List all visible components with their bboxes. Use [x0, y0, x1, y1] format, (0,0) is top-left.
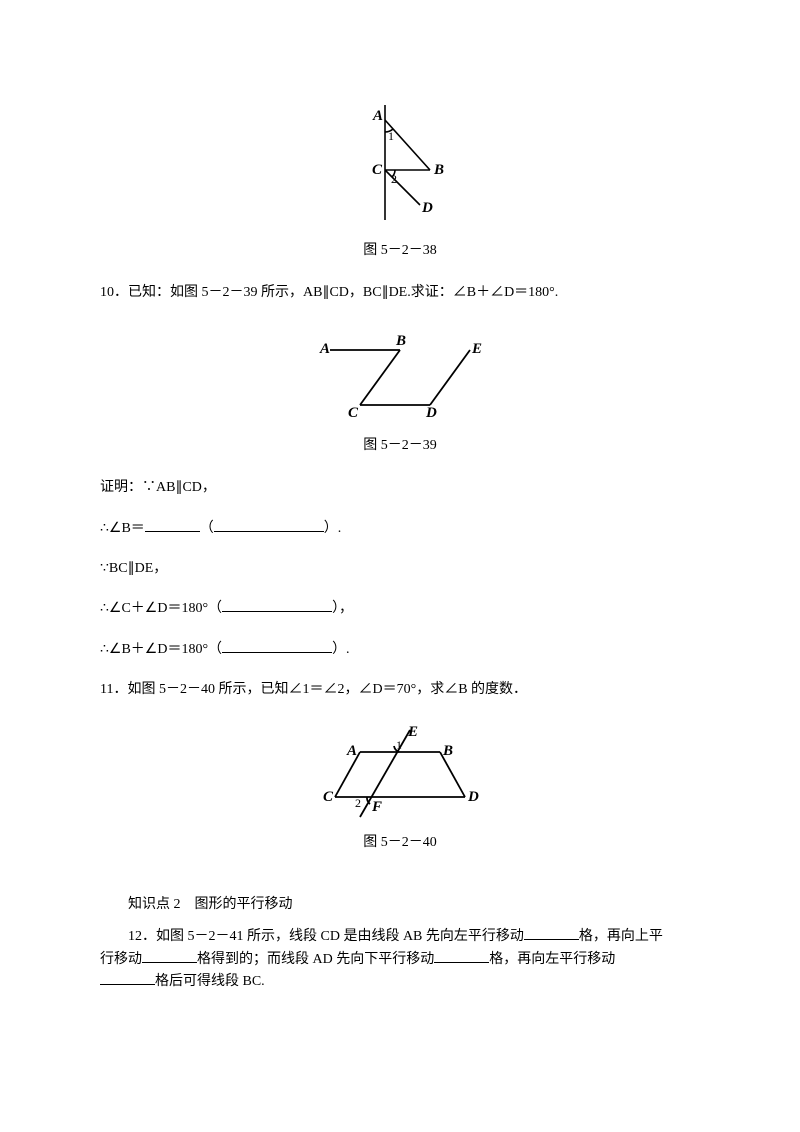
label-a: A — [346, 743, 357, 759]
figure-40-caption: 图 5－2－40 — [100, 832, 700, 854]
figure-38-svg: A B C D 1 2 — [330, 100, 470, 230]
proof-l2c: ）. — [324, 521, 342, 536]
page: A B C D 1 2 图 5－2－38 10．已知：如图 5－2－39 所示，… — [0, 0, 800, 1071]
label-e: E — [407, 724, 418, 740]
label-2: 2 — [391, 172, 397, 186]
label-b: B — [395, 333, 406, 349]
figure-39-svg: A B C D E — [290, 325, 510, 425]
proof-line-5: ∴∠B＋∠D＝180°（ ）. — [100, 639, 700, 661]
label-b: B — [442, 743, 453, 759]
figure-39-caption: 图 5－2－39 — [100, 435, 700, 457]
q12-p6: 格后可得线段 BC. — [155, 974, 265, 989]
proof-l4b: ）， — [332, 601, 353, 616]
blank — [214, 518, 324, 532]
proof-l2a: ∴∠B＝ — [100, 521, 145, 536]
blank — [524, 926, 579, 940]
label-d: D — [421, 200, 433, 216]
proof-l5a: ∴∠B＋∠D＝180°（ — [100, 642, 222, 657]
figure-40-svg: A B C D E F 1 2 — [300, 722, 500, 822]
label-1: 1 — [388, 129, 394, 143]
blank — [434, 949, 489, 963]
blank — [142, 949, 197, 963]
figure-38-caption: 图 5－2－38 — [100, 240, 700, 262]
q12-p3: 行移动 — [100, 952, 142, 967]
label-c: C — [348, 405, 359, 421]
label-d: D — [425, 405, 437, 421]
label-c: C — [372, 162, 383, 178]
proof-l5b: ）. — [332, 642, 350, 657]
blank — [222, 598, 332, 612]
blank — [222, 639, 332, 653]
q12-text: 12．如图 5－2－41 所示，线段 CD 是由线段 AB 先向左平行移动格，再… — [100, 926, 700, 993]
label-a: A — [319, 341, 330, 357]
label-a: A — [372, 108, 383, 124]
label-1: 1 — [396, 738, 402, 752]
blank — [145, 518, 200, 532]
figure-38: A B C D 1 2 图 5－2－38 — [100, 100, 700, 262]
label-d: D — [467, 789, 479, 805]
label-b: B — [433, 162, 444, 178]
label-f: F — [371, 799, 382, 815]
q12-p4: 格得到的；而线段 AD 先向下平行移动 — [197, 952, 434, 967]
q10-text: 10．已知：如图 5－2－39 所示，AB∥CD，BC∥DE.求证：∠B＋∠D＝… — [100, 282, 700, 304]
proof-line-2: ∴∠B＝ （ ）. — [100, 518, 700, 540]
proof-l4a: ∴∠C＋∠D＝180°（ — [100, 601, 222, 616]
label-2: 2 — [355, 796, 361, 810]
q11-text: 11．如图 5－2－40 所示，已知∠1＝∠2，∠D＝70°，求∠B 的度数． — [100, 679, 700, 701]
proof-line-1: 证明：∵AB∥CD， — [100, 477, 700, 499]
blank — [100, 971, 155, 985]
label-e: E — [471, 341, 482, 357]
proof-line-4: ∴∠C＋∠D＝180°（ ）， — [100, 598, 700, 620]
proof-l2b: （ — [200, 521, 214, 536]
label-c: C — [323, 789, 334, 805]
section-2-title: 知识点 2 图形的平行移动 — [100, 894, 700, 916]
figure-40: A B C D E F 1 2 图 5－2－40 — [100, 722, 700, 854]
q12-p5: 格，再向左平行移动 — [489, 952, 615, 967]
q12-p1: 12．如图 5－2－41 所示，线段 CD 是由线段 AB 先向左平行移动 — [128, 929, 524, 944]
figure-39: A B C D E 图 5－2－39 — [100, 325, 700, 457]
q12-p2: 格，再向上平 — [579, 929, 663, 944]
proof-line-3: ∵BC∥DE， — [100, 558, 700, 580]
